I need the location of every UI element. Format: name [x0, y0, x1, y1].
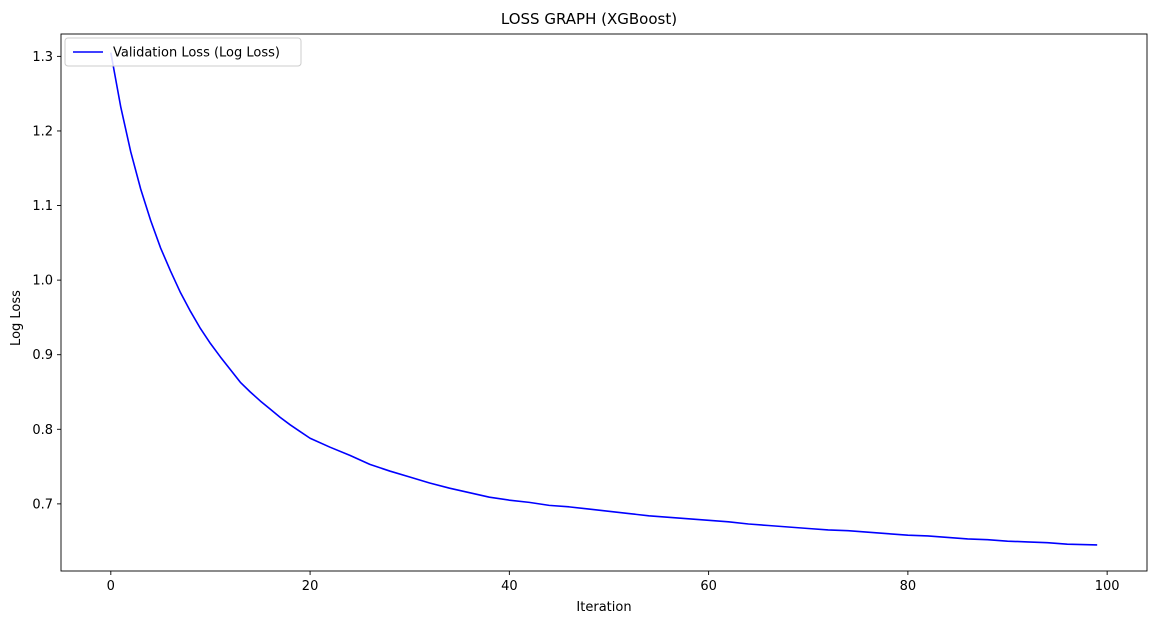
y-tick-label-1.3: 1.3 [32, 50, 53, 65]
y-tick-label-0.9: 0.9 [32, 348, 53, 363]
x-tick-label-0: 0 [107, 579, 115, 594]
y-axis-label: Log Loss [9, 290, 24, 346]
y-tick-label-1.1: 1.1 [32, 199, 53, 214]
x-tick-label-100: 100 [1095, 579, 1120, 594]
y-tick-label-0.8: 0.8 [32, 423, 53, 438]
y-tick-label-1: 1.0 [32, 274, 53, 289]
plot-area: 0 20 40 60 80 100 0.7 0.8 0.9 1.0 1.1 1.2 1.3 Validat… [32, 33, 1148, 594]
y-tick-label-1.2: 1.2 [32, 124, 53, 139]
x-tick-label-80: 80 [900, 579, 917, 594]
series-line-0 [110, 52, 1098, 546]
x-axis-label: Iteration [576, 600, 631, 615]
x-tick-label-20: 20 [302, 579, 319, 594]
y-tick-label-0.7: 0.7 [32, 497, 53, 512]
legend-box [64, 37, 302, 67]
x-tick-label-60: 60 [700, 579, 717, 594]
legend-entry-0: Validation Loss (Log Loss) [113, 46, 280, 61]
plot-frame [60, 33, 1148, 572]
chart-title: LOSS GRAPH (XGBoost) [501, 10, 677, 28]
x-tick-label-40: 40 [501, 579, 518, 594]
